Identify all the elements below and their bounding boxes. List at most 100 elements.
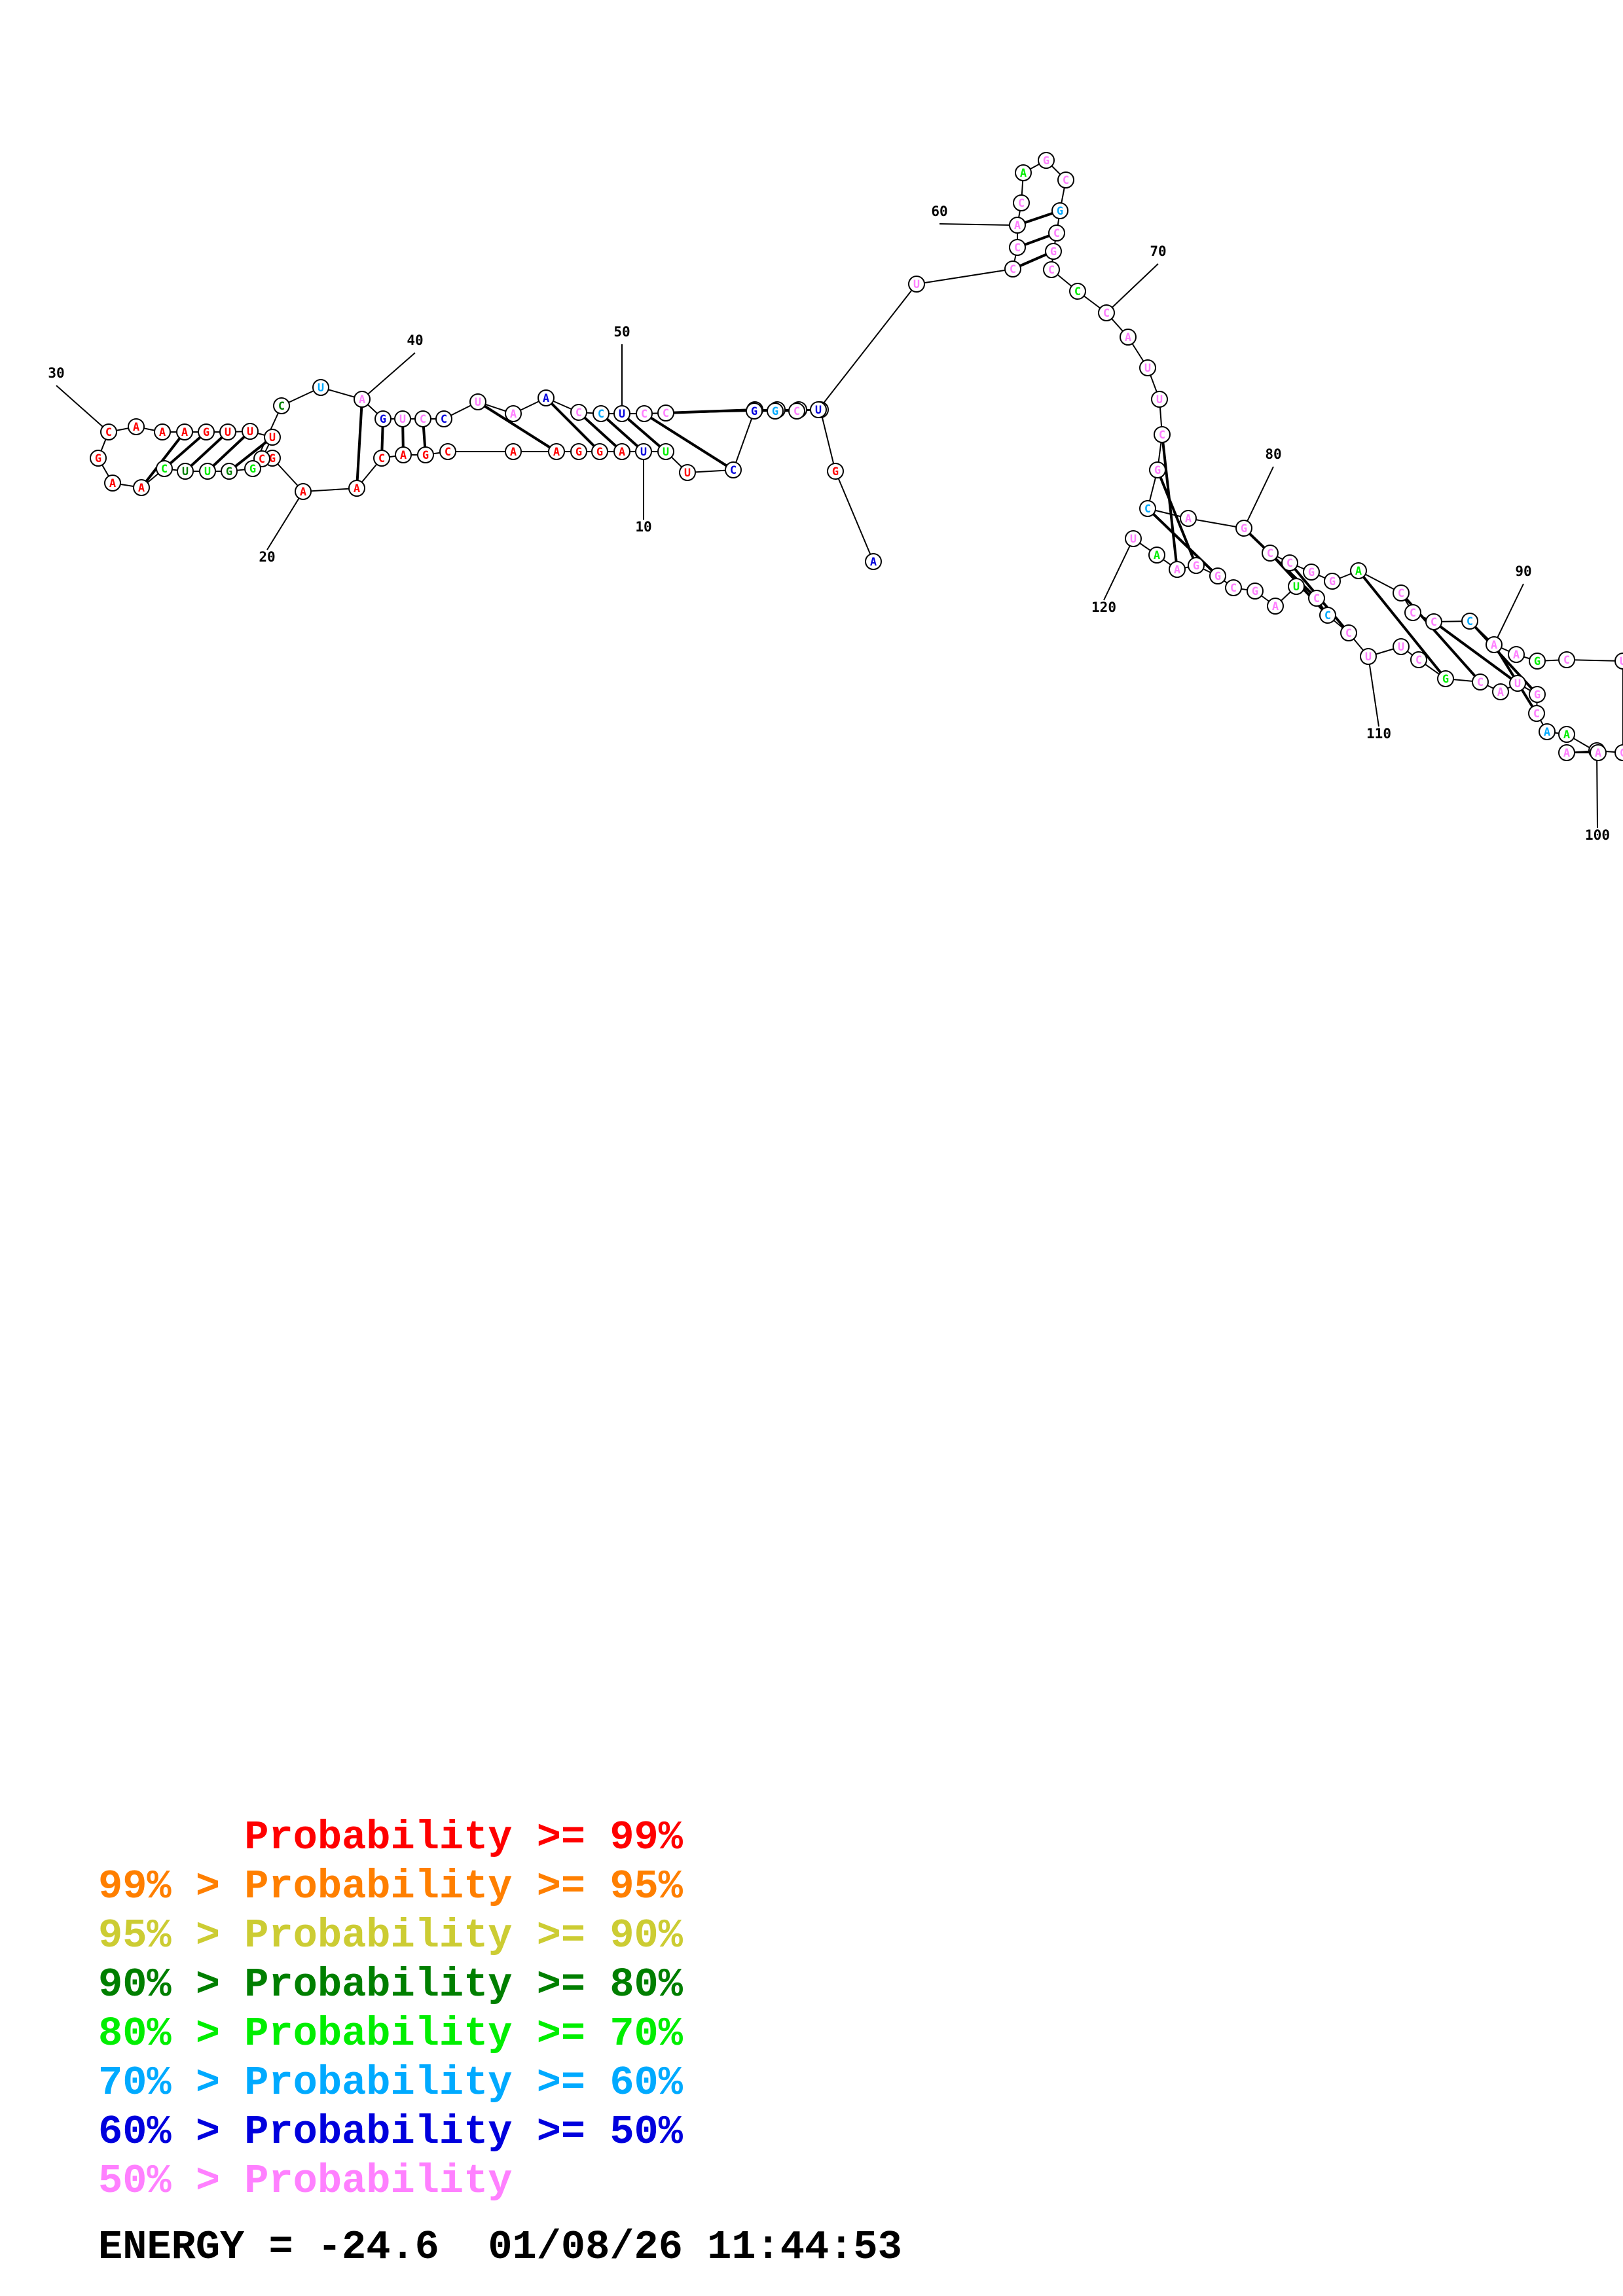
nucleotide: G bbox=[1188, 557, 1205, 574]
nucleotide: C bbox=[1048, 224, 1065, 242]
legend-threshold: 95% > bbox=[98, 1912, 245, 1959]
nucleotide: G bbox=[591, 443, 608, 460]
nucleotide: U bbox=[199, 463, 216, 480]
nucleotide: U bbox=[1360, 648, 1377, 665]
nucleotide: U bbox=[657, 443, 674, 460]
svg-text:G: G bbox=[1193, 560, 1199, 573]
base-pair-bond bbox=[1432, 620, 1519, 685]
nucleotide: U bbox=[635, 443, 652, 460]
base-pair-bond bbox=[140, 431, 186, 489]
nucleotide: C bbox=[1281, 554, 1298, 571]
nucleotide: G bbox=[1324, 573, 1341, 590]
position-number-labels: 10 20 30 40 50 60 70 80 90 100 110 120 bbox=[48, 204, 1610, 843]
number-tick bbox=[1368, 656, 1379, 727]
nucleotide: A bbox=[133, 479, 150, 496]
nucleotide: C bbox=[435, 410, 452, 427]
base-pair-bond bbox=[600, 412, 645, 453]
nucleotide: A bbox=[1169, 561, 1186, 578]
nucleotide: C bbox=[1013, 194, 1030, 211]
nucleotide: A bbox=[176, 423, 193, 440]
legend-threshold: 50% > bbox=[98, 2158, 245, 2204]
nucleotide: G bbox=[1235, 520, 1252, 537]
svg-text:G: G bbox=[751, 405, 757, 418]
backbone-lines bbox=[98, 160, 1623, 753]
nucleotide: C bbox=[1410, 651, 1427, 668]
nucleotide: C bbox=[1393, 584, 1410, 601]
nucleotide: C bbox=[1614, 744, 1623, 761]
svg-text:G: G bbox=[1534, 689, 1541, 702]
nucleotide: C bbox=[1404, 604, 1421, 621]
nucleotide: C bbox=[1225, 579, 1242, 596]
svg-text:A: A bbox=[354, 482, 360, 495]
svg-text:C: C bbox=[1159, 429, 1165, 442]
svg-text:U: U bbox=[1620, 655, 1623, 668]
nucleotide: U bbox=[312, 379, 329, 396]
probability-legend: Probability >= 99% 99% > Probability >= 9… bbox=[98, 1813, 683, 2206]
nucleotide: A bbox=[1015, 164, 1032, 181]
position-label: 40 bbox=[407, 332, 423, 348]
svg-text:G: G bbox=[269, 452, 276, 465]
svg-text:U: U bbox=[1398, 641, 1404, 654]
nucleotide: A bbox=[1267, 598, 1284, 615]
base-pair-bond bbox=[621, 412, 667, 453]
number-tick bbox=[56, 385, 109, 433]
number-tick bbox=[361, 352, 416, 400]
svg-text:G: G bbox=[203, 426, 210, 439]
svg-text:C: C bbox=[1286, 557, 1293, 570]
svg-text:C: C bbox=[1010, 263, 1016, 276]
backbone-segment bbox=[302, 488, 357, 492]
svg-text:C: C bbox=[1074, 285, 1081, 298]
backbone-segment bbox=[916, 268, 1013, 285]
nucleotide: U bbox=[1509, 675, 1526, 692]
svg-text:C: C bbox=[641, 408, 647, 421]
nucleotide: A bbox=[548, 443, 565, 460]
svg-text:A: A bbox=[138, 482, 145, 495]
svg-text:C: C bbox=[1018, 197, 1025, 210]
legend-threshold: 90% > bbox=[98, 1962, 245, 2008]
nucleotide: A bbox=[1009, 217, 1026, 234]
position-label: 110 bbox=[1366, 726, 1391, 742]
legend-label: Probability >= 90% bbox=[244, 1912, 683, 1959]
svg-text:A: A bbox=[359, 393, 365, 406]
nucleotide: G bbox=[244, 460, 261, 477]
svg-text:C: C bbox=[420, 413, 426, 426]
svg-text:A: A bbox=[1272, 600, 1279, 613]
svg-text:G: G bbox=[380, 413, 386, 426]
legend-row-1: Probability >= 99% bbox=[98, 1813, 683, 1862]
svg-text:A: A bbox=[1544, 726, 1550, 739]
svg-text:A: A bbox=[1014, 219, 1021, 232]
svg-text:U: U bbox=[269, 431, 276, 444]
svg-text:U: U bbox=[640, 446, 647, 459]
svg-text:A: A bbox=[1563, 728, 1570, 742]
energy-footer: ENERGY = -24.6 01/08/26 11:44:53 bbox=[98, 2224, 902, 2270]
svg-text:U: U bbox=[1156, 393, 1163, 406]
nucleotide: C bbox=[657, 404, 674, 422]
svg-text:A: A bbox=[1491, 639, 1497, 652]
svg-text:U: U bbox=[318, 382, 324, 395]
number-tick bbox=[266, 491, 304, 550]
position-label: 30 bbox=[48, 365, 64, 381]
position-label: 70 bbox=[1150, 243, 1166, 259]
svg-text:C: C bbox=[663, 407, 669, 420]
nucleotide: A bbox=[104, 475, 121, 492]
svg-text:A: A bbox=[1174, 564, 1180, 577]
nucleotide: G bbox=[1051, 202, 1068, 219]
backbone-segment bbox=[818, 283, 917, 410]
legend-threshold bbox=[98, 1814, 244, 1861]
svg-text:C: C bbox=[598, 408, 604, 421]
nucleotide: A bbox=[128, 418, 145, 435]
nucleotide: C bbox=[1319, 607, 1336, 624]
svg-text:A: A bbox=[1020, 167, 1027, 180]
svg-text:C: C bbox=[105, 426, 112, 439]
svg-text:C: C bbox=[793, 405, 800, 418]
svg-text:A: A bbox=[870, 556, 877, 569]
svg-text:U: U bbox=[684, 467, 691, 480]
nucleotide: G bbox=[1149, 461, 1166, 478]
svg-text:G: G bbox=[1154, 464, 1161, 477]
nucleotide: G bbox=[1038, 152, 1055, 169]
nucleotide: U bbox=[679, 464, 696, 481]
position-label: 90 bbox=[1515, 564, 1531, 579]
svg-text:G: G bbox=[1442, 673, 1449, 686]
legend-label: Probability >= 60% bbox=[244, 2060, 683, 2106]
